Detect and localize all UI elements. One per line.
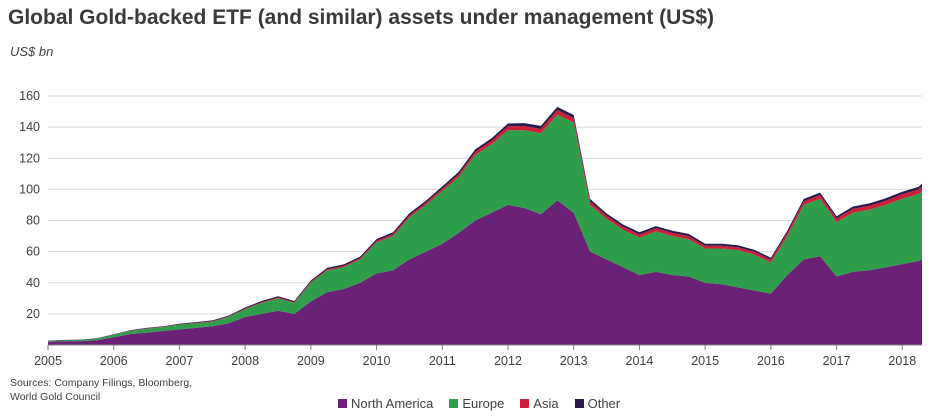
area-series-europe bbox=[48, 114, 922, 342]
legend-label-other: Other bbox=[587, 396, 621, 411]
axes: 20 40 60 80 100 120 140 160 2005 2006 2007 2008 2009… bbox=[19, 89, 922, 368]
y-tick-label: 160 bbox=[19, 89, 40, 103]
legend: North America Europe Asia Other bbox=[338, 396, 636, 411]
x-tick-label: 2008 bbox=[231, 354, 259, 368]
y-tick-label: 120 bbox=[19, 151, 40, 165]
legend-label-asia: Asia bbox=[533, 396, 559, 411]
legend-swatch-north-america bbox=[338, 399, 347, 408]
x-tick-label: 2014 bbox=[626, 354, 654, 368]
x-tick-label: 2015 bbox=[691, 354, 719, 368]
x-tick-label: 2018 bbox=[888, 354, 916, 368]
y-tick-label: 100 bbox=[19, 182, 40, 196]
chart-title: Global Gold-backed ETF (and similar) ass… bbox=[8, 6, 714, 29]
legend-swatch-asia bbox=[520, 399, 530, 408]
y-tick-label: 60 bbox=[26, 245, 40, 259]
x-tick-label: 2012 bbox=[494, 354, 522, 368]
x-tick-label: 2016 bbox=[757, 354, 785, 368]
y-tick-label: 140 bbox=[19, 120, 40, 134]
y-tick-label: 40 bbox=[26, 276, 40, 290]
x-tick-label: 2017 bbox=[823, 354, 851, 368]
y-tick-label: 80 bbox=[26, 214, 40, 228]
x-tick-label: 2006 bbox=[100, 354, 128, 368]
legend-swatch-other bbox=[574, 399, 584, 408]
legend-item-europe: Europe bbox=[449, 396, 504, 411]
area-series-north-america bbox=[48, 200, 922, 345]
legend-item-other: Other bbox=[574, 396, 621, 411]
legend-swatch-europe bbox=[449, 399, 459, 408]
sources-note: Sources: Company Filings, Bloomberg, Wor… bbox=[10, 377, 193, 403]
x-tick-label: 2009 bbox=[297, 354, 325, 368]
legend-item-asia: Asia bbox=[520, 396, 559, 411]
legend-item-north-america: North America bbox=[338, 396, 433, 411]
y-tick-label: 20 bbox=[26, 307, 40, 321]
x-tick-label: 2010 bbox=[363, 354, 391, 368]
legend-label-europe: Europe bbox=[462, 396, 505, 411]
legend-label-north-america: North America bbox=[351, 396, 434, 411]
y-axis-unit-label: US$ bn bbox=[10, 44, 54, 59]
x-tick-label: 2011 bbox=[429, 354, 456, 368]
stacked-areas bbox=[48, 106, 922, 345]
x-tick-label: 2005 bbox=[34, 354, 62, 368]
x-tick-label: 2007 bbox=[166, 354, 194, 368]
x-tick-label: 2013 bbox=[560, 354, 588, 368]
